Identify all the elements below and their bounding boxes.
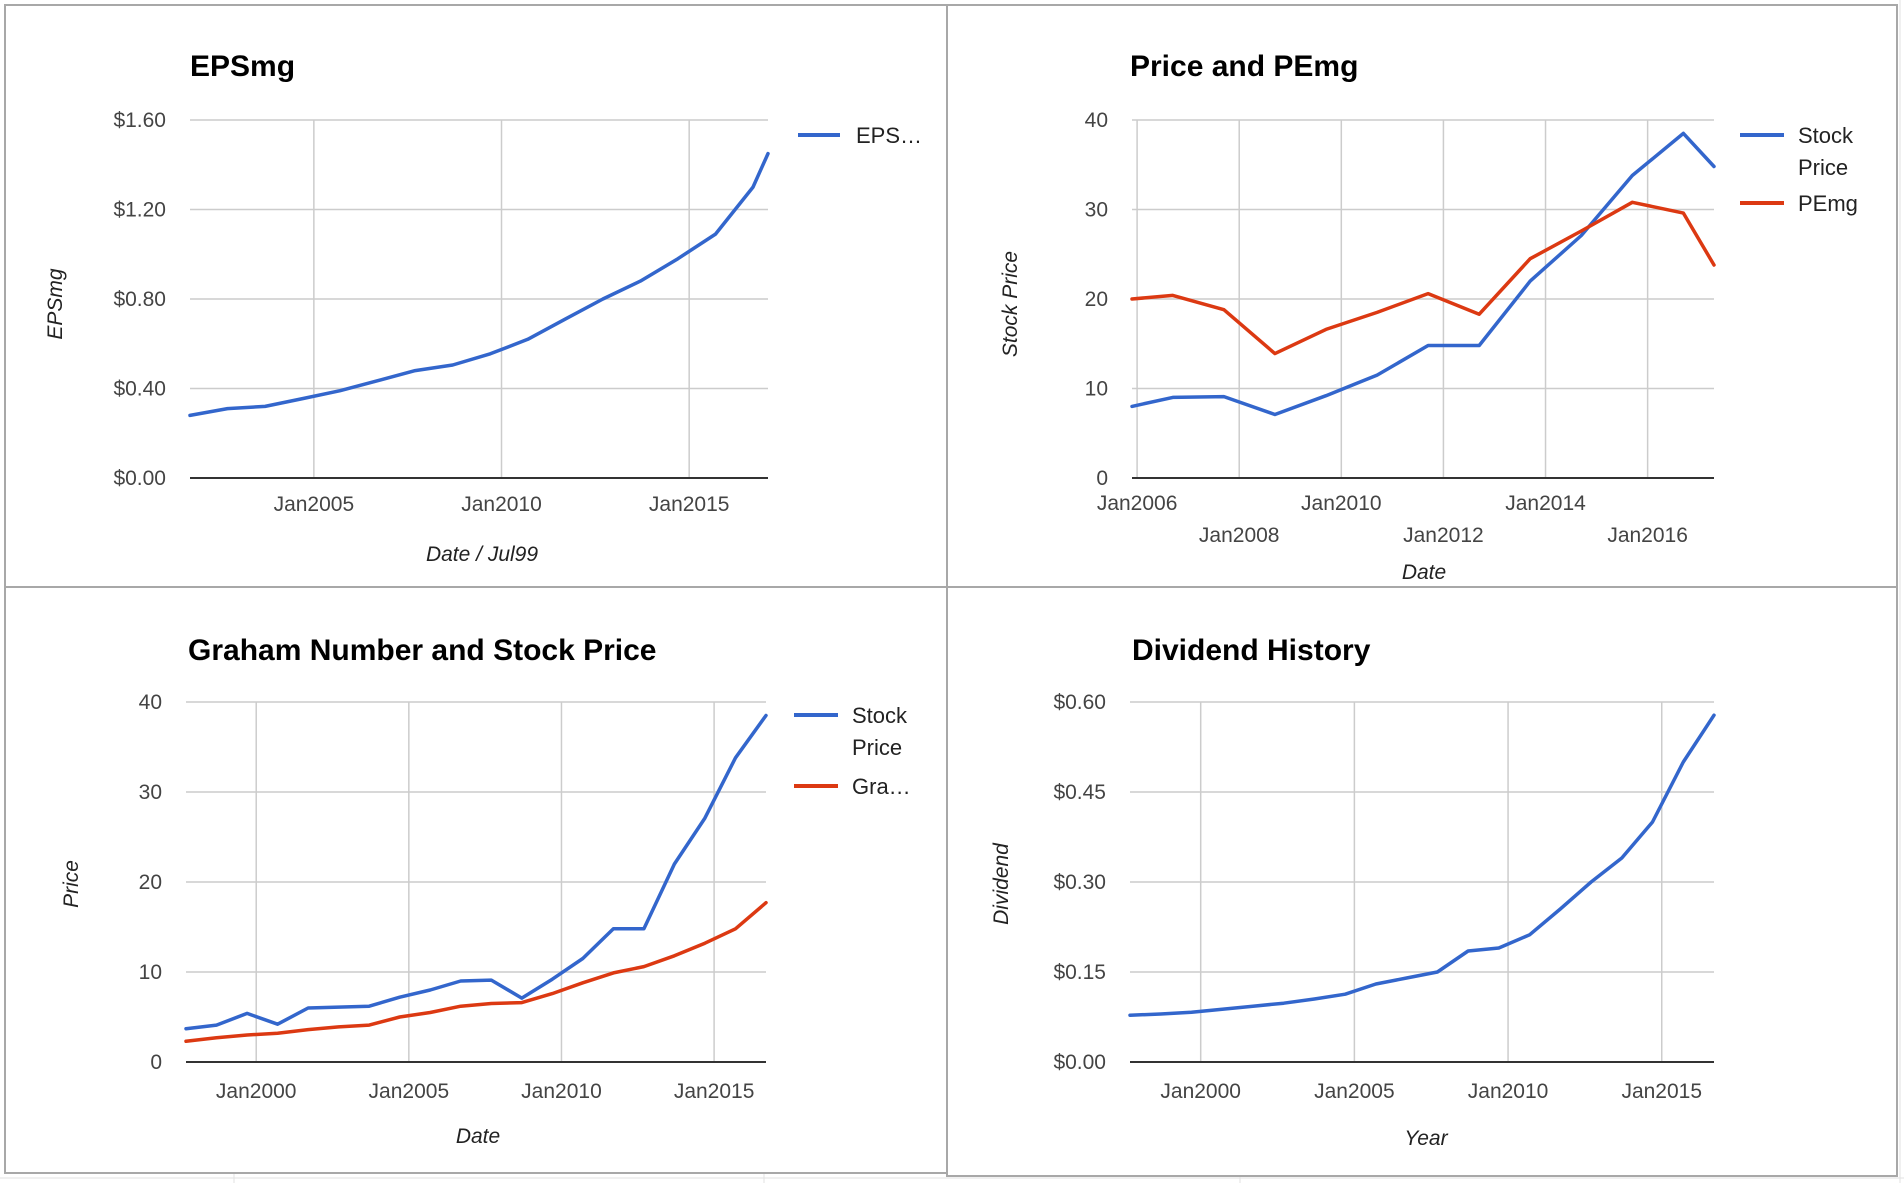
y-tick-label: $0.40 [113, 378, 166, 401]
series-line-1 [184, 900, 768, 1044]
x-axis-title: Date [1402, 561, 1446, 584]
price-pemg-chart: Jan2006 Jan2008 Jan2010 Jan2012 Jan2014 Jan20… [999, 50, 1859, 584]
series-line-0 [188, 151, 770, 418]
graham-number-chart-panel[interactable]: Jan2000 Jan2005 Jan2010 Jan2015 0 10 20 30 40 Gr… [4, 586, 948, 1174]
y-axis-title: Price [60, 860, 83, 908]
chart-legend: Stock Price Gra… [794, 703, 913, 799]
chart-title: Price and PEmg [1130, 50, 1358, 83]
legend-label-pemg: PEmg [1798, 191, 1858, 216]
y-tick-label: 10 [1085, 378, 1108, 401]
x-tick-label: Jan2016 [1607, 524, 1688, 547]
series-line-0 [184, 713, 768, 1031]
x-tick-label: Jan2015 [674, 1080, 755, 1103]
x-axis-title: Year [1404, 1127, 1448, 1150]
x-tick-label: Jan2010 [461, 493, 542, 516]
y-tick-label: $0.80 [113, 288, 166, 311]
y-axis-title: EPSmg [44, 268, 67, 340]
dividend-history-chart-panel[interactable]: Jan2000 Jan2005 Jan2010 Jan2015 $0.00 $0.15 $0… [946, 586, 1898, 1177]
y-tick-label: $1.60 [113, 109, 166, 132]
y-tick-label: $0.00 [113, 467, 166, 490]
y-tick-label: 30 [139, 781, 162, 804]
y-axis-title: Stock Price [999, 251, 1022, 357]
x-tick-label: Jan2015 [1621, 1080, 1702, 1103]
y-tick-label: 0 [150, 1051, 162, 1074]
chart-title: Dividend History [1132, 634, 1371, 667]
y-tick-label: 30 [1085, 199, 1108, 222]
y-tick-label: 40 [139, 691, 162, 714]
series-line-0 [1130, 131, 1716, 417]
x-tick-label: Jan2006 [1097, 492, 1178, 515]
y-tick-label: 40 [1085, 109, 1108, 132]
x-tick-label: Jan2012 [1403, 524, 1484, 547]
series-line-1 [1130, 200, 1716, 356]
y-tick-label: 10 [139, 961, 162, 984]
y-tick-label: 20 [139, 871, 162, 894]
y-tick-label: $0.60 [1053, 691, 1106, 714]
series-line-0 [1128, 713, 1716, 1017]
x-tick-label: Jan2010 [1301, 492, 1382, 515]
chart-title: Graham Number and Stock Price [188, 634, 657, 667]
dividend-history-chart: Jan2000 Jan2005 Jan2010 Jan2015 $0.00 $0.15 $0… [990, 634, 1716, 1150]
price-pemg-chart-panel[interactable]: Jan2006 Jan2008 Jan2010 Jan2012 Jan2014 Jan20… [946, 4, 1898, 588]
x-tick-label: Jan2010 [1468, 1080, 1549, 1103]
y-tick-label: $1.20 [113, 199, 166, 222]
x-tick-label: Jan2015 [649, 493, 730, 516]
y-tick-label: $0.45 [1053, 781, 1106, 804]
x-tick-label: Jan2005 [1314, 1080, 1395, 1103]
y-tick-label: $0.15 [1053, 961, 1106, 984]
eps-chart: Jan2005 Jan2010 Jan2015 $0.00 $0.40 $0.80 $1.2… [44, 50, 922, 566]
x-axis-title: Date [456, 1125, 500, 1148]
y-tick-label: $0.00 [1053, 1051, 1106, 1074]
y-tick-label: $0.30 [1053, 871, 1106, 894]
chart-legend: EPS… [798, 123, 922, 148]
y-tick-label: 20 [1085, 288, 1108, 311]
legend-label-stock-price: Stock Price [1798, 123, 1859, 180]
x-tick-label: Jan2010 [521, 1080, 602, 1103]
x-tick-label: Jan2000 [216, 1080, 297, 1103]
x-tick-label: Jan2005 [274, 493, 355, 516]
y-axis-title: Dividend [990, 842, 1013, 925]
chart-title: EPSmg [190, 50, 295, 83]
legend-label-stock-price: Stock Price [852, 703, 913, 760]
eps-chart-panel[interactable]: Jan2005 Jan2010 Jan2015 $0.00 $0.40 $0.80 $1.2… [4, 4, 948, 588]
x-tick-label: Jan2000 [1160, 1080, 1241, 1103]
x-tick-label: Jan2014 [1505, 492, 1586, 515]
y-tick-label: 0 [1096, 467, 1108, 490]
x-axis-title: Date / Jul99 [426, 543, 538, 566]
x-tick-label: Jan2008 [1199, 524, 1280, 547]
chart-legend: Stock Price PEmg [1740, 123, 1859, 216]
legend-label-graham-number: Gra… [852, 774, 911, 799]
x-tick-label: Jan2005 [369, 1080, 450, 1103]
legend-label-eps: EPS… [856, 123, 922, 148]
graham-number-chart: Jan2000 Jan2005 Jan2010 Jan2015 0 10 20 30 40 Gr… [60, 634, 913, 1148]
